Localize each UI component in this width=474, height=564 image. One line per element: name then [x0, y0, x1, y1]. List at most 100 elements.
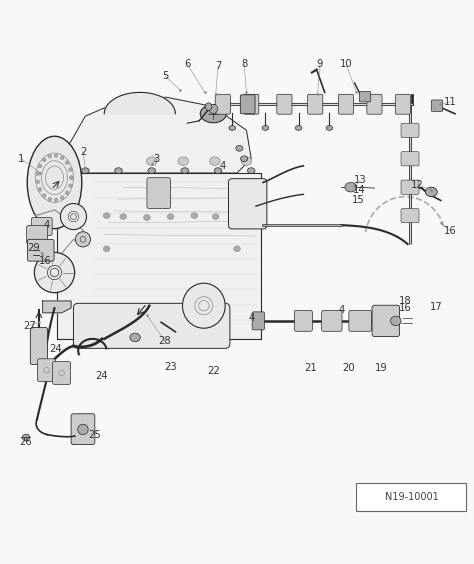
- Ellipse shape: [48, 197, 52, 201]
- FancyBboxPatch shape: [53, 362, 71, 385]
- Ellipse shape: [181, 168, 189, 174]
- FancyBboxPatch shape: [431, 100, 443, 111]
- Ellipse shape: [65, 161, 69, 165]
- FancyBboxPatch shape: [294, 310, 312, 331]
- Ellipse shape: [200, 105, 227, 123]
- Text: 1: 1: [18, 154, 25, 164]
- Text: 7: 7: [215, 61, 221, 71]
- FancyBboxPatch shape: [27, 239, 54, 261]
- Ellipse shape: [38, 188, 42, 191]
- Text: 17: 17: [430, 302, 442, 312]
- Ellipse shape: [148, 168, 155, 174]
- Text: 12: 12: [411, 180, 423, 190]
- Ellipse shape: [48, 155, 52, 158]
- Polygon shape: [66, 97, 251, 173]
- Text: 13: 13: [354, 175, 366, 185]
- Text: 5: 5: [162, 71, 168, 81]
- Ellipse shape: [229, 126, 236, 130]
- Ellipse shape: [240, 156, 247, 162]
- Text: 26: 26: [20, 437, 32, 447]
- Ellipse shape: [103, 246, 110, 252]
- Ellipse shape: [247, 168, 255, 174]
- FancyBboxPatch shape: [367, 94, 382, 114]
- Ellipse shape: [262, 126, 269, 130]
- Text: 23: 23: [164, 362, 177, 372]
- FancyBboxPatch shape: [244, 94, 259, 114]
- Ellipse shape: [61, 204, 86, 230]
- Text: 27: 27: [23, 320, 36, 331]
- Ellipse shape: [34, 252, 75, 293]
- Ellipse shape: [36, 180, 40, 184]
- Ellipse shape: [38, 164, 42, 168]
- Ellipse shape: [42, 193, 46, 197]
- Ellipse shape: [178, 157, 189, 165]
- Text: 22: 22: [207, 366, 219, 376]
- Text: 9: 9: [317, 59, 323, 69]
- Ellipse shape: [212, 214, 219, 219]
- Text: 24: 24: [50, 344, 62, 354]
- FancyBboxPatch shape: [321, 310, 342, 331]
- FancyBboxPatch shape: [401, 152, 419, 166]
- FancyBboxPatch shape: [401, 123, 419, 138]
- Ellipse shape: [167, 214, 174, 219]
- Ellipse shape: [214, 168, 222, 174]
- Text: 11: 11: [444, 97, 456, 107]
- Ellipse shape: [234, 213, 240, 218]
- Ellipse shape: [60, 196, 64, 200]
- Ellipse shape: [234, 246, 240, 252]
- Text: 4: 4: [43, 220, 50, 230]
- Text: 8: 8: [241, 59, 247, 69]
- Text: 29: 29: [27, 243, 39, 253]
- Ellipse shape: [54, 198, 58, 202]
- FancyBboxPatch shape: [349, 310, 372, 331]
- Text: 6: 6: [184, 59, 191, 69]
- Ellipse shape: [209, 104, 218, 114]
- Text: 3: 3: [153, 154, 160, 164]
- FancyBboxPatch shape: [401, 209, 419, 223]
- Text: 24: 24: [96, 371, 108, 381]
- Ellipse shape: [65, 191, 69, 195]
- Text: 4: 4: [219, 161, 226, 171]
- Ellipse shape: [82, 168, 89, 174]
- Ellipse shape: [241, 157, 252, 165]
- FancyBboxPatch shape: [147, 178, 171, 209]
- Ellipse shape: [130, 333, 140, 342]
- Text: 4: 4: [338, 306, 345, 315]
- Ellipse shape: [115, 168, 122, 174]
- FancyBboxPatch shape: [395, 94, 410, 114]
- Ellipse shape: [295, 126, 302, 130]
- FancyBboxPatch shape: [215, 94, 230, 114]
- Text: 21: 21: [304, 363, 317, 373]
- Ellipse shape: [146, 157, 157, 165]
- FancyBboxPatch shape: [338, 94, 354, 114]
- Ellipse shape: [391, 316, 401, 325]
- Ellipse shape: [22, 434, 30, 441]
- FancyBboxPatch shape: [252, 312, 264, 330]
- FancyBboxPatch shape: [37, 359, 55, 381]
- Ellipse shape: [70, 176, 73, 179]
- Ellipse shape: [191, 213, 198, 218]
- Ellipse shape: [78, 424, 88, 435]
- Text: 15: 15: [352, 196, 365, 205]
- Polygon shape: [57, 173, 261, 339]
- Polygon shape: [43, 301, 71, 313]
- Ellipse shape: [345, 183, 356, 192]
- FancyBboxPatch shape: [359, 91, 371, 102]
- Polygon shape: [104, 92, 175, 114]
- Ellipse shape: [103, 213, 110, 218]
- Text: 16: 16: [444, 226, 456, 236]
- Ellipse shape: [236, 146, 243, 151]
- Ellipse shape: [426, 187, 437, 197]
- Text: 2: 2: [80, 147, 86, 157]
- FancyBboxPatch shape: [277, 94, 292, 114]
- FancyBboxPatch shape: [228, 179, 267, 229]
- Ellipse shape: [42, 158, 46, 162]
- Text: 14: 14: [353, 185, 365, 195]
- Text: 18: 18: [399, 296, 411, 306]
- Text: 19: 19: [375, 363, 388, 373]
- Text: 25: 25: [89, 430, 101, 439]
- Text: 20: 20: [342, 363, 355, 373]
- Ellipse shape: [60, 156, 64, 160]
- Ellipse shape: [326, 126, 333, 130]
- FancyBboxPatch shape: [30, 328, 47, 364]
